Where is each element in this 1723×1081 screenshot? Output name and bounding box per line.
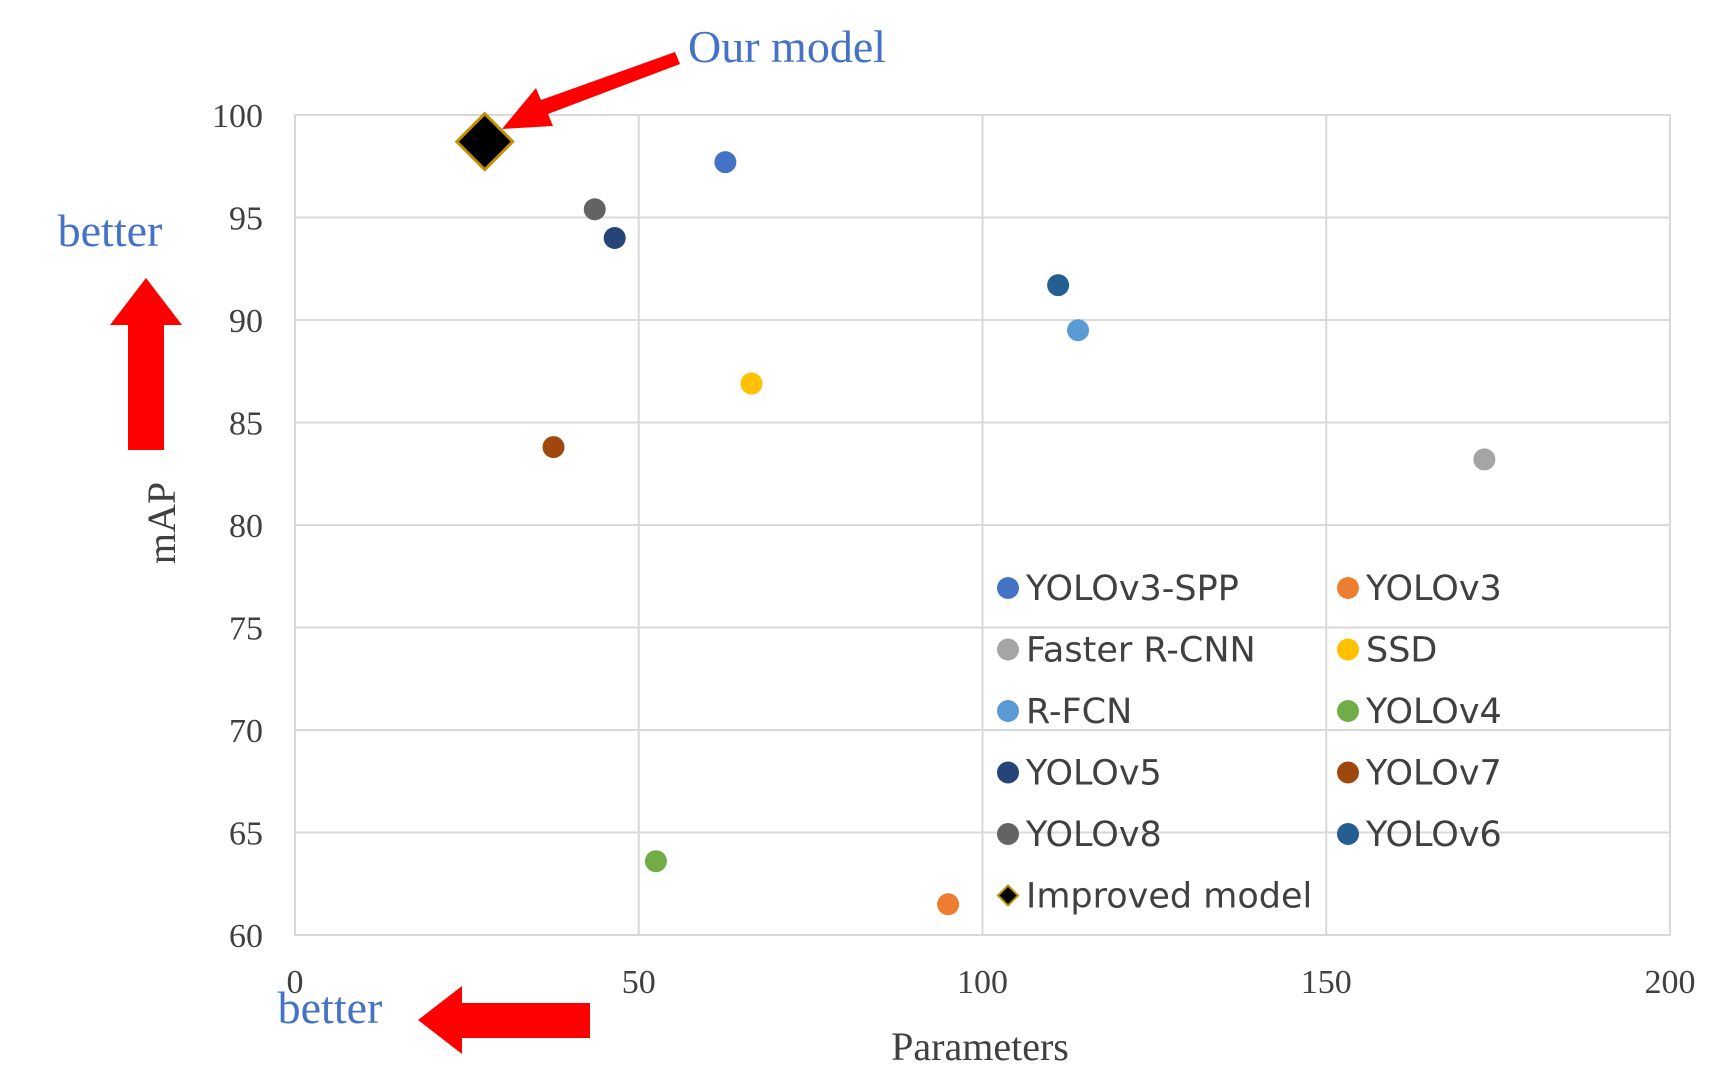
legend-marker — [997, 638, 1019, 661]
y-tick-label: 80 — [229, 508, 263, 545]
data-point-yolov8 — [583, 198, 606, 221]
data-point-ssd — [740, 372, 763, 395]
data-point-yolov5 — [603, 227, 626, 249]
y-tick-label: 65 — [229, 816, 263, 853]
legend-marker — [1337, 700, 1359, 722]
y-tick-label: 85 — [229, 406, 263, 443]
legend-label: YOLOv3-SPP — [1025, 569, 1239, 609]
legend-label: YOLOv4 — [1365, 692, 1502, 732]
x-axis-title: Parameters — [891, 1024, 1069, 1069]
data-point-r-fcn — [1067, 319, 1090, 342]
y-axis-title: mAP — [139, 482, 184, 564]
y-tick-label: 100 — [212, 98, 263, 135]
legend-label: R-FCN — [1026, 692, 1132, 732]
legend-label: YOLOv5 — [1025, 754, 1162, 794]
legend-label: YOLOv7 — [1365, 754, 1502, 794]
legend-marker — [1337, 823, 1359, 845]
legend-label: SSD — [1366, 631, 1437, 671]
legend-marker — [997, 577, 1019, 599]
data-points — [454, 111, 1496, 916]
data-point-improved-model — [454, 111, 515, 172]
y-tick-labels: 60 65 70 75 80 85 90 95 100 — [212, 98, 263, 955]
y-tick-label: 90 — [229, 303, 263, 340]
data-point-yolov4 — [644, 850, 667, 873]
data-point-yolov3-spp — [714, 151, 737, 174]
data-point-yolov3 — [937, 893, 960, 916]
up-arrow-icon — [110, 278, 182, 450]
x-tick-labels: 0 50 100 150 200 — [287, 964, 1696, 1001]
legend-label: Improved model — [1026, 877, 1312, 917]
legend: YOLOv3-SPP YOLOv3 Faster R-CNN SSD R-FCN YOLO… — [996, 569, 1502, 917]
left-arrow-icon — [418, 986, 590, 1054]
x-tick-label: 50 — [622, 964, 656, 1001]
data-point-yolov7 — [542, 436, 565, 459]
x-tick-label: 200 — [1645, 964, 1696, 1001]
our-model-annotation: Our model — [688, 21, 886, 72]
legend-label: YOLOv6 — [1365, 815, 1502, 855]
legend-marker — [996, 884, 1020, 907]
data-point-faster-r-cnn — [1473, 448, 1496, 471]
legend-marker — [1337, 577, 1359, 599]
legend-label: Faster R-CNN — [1026, 631, 1256, 671]
x-tick-label: 100 — [957, 964, 1008, 1001]
y-tick-label: 70 — [229, 713, 263, 750]
legend-marker — [997, 823, 1019, 845]
better-y-annotation: better — [58, 205, 163, 256]
y-tick-label: 95 — [229, 201, 263, 238]
legend-label: YOLOv3 — [1365, 569, 1502, 609]
y-tick-label: 60 — [229, 918, 263, 955]
x-tick-label: 150 — [1301, 964, 1352, 1001]
legend-marker — [997, 700, 1019, 722]
better-x-annotation: better — [278, 982, 383, 1033]
y-tick-label: 75 — [229, 611, 263, 648]
x-tick-label: 0 — [287, 964, 304, 1001]
legend-marker — [1337, 638, 1359, 661]
data-point-yolov6 — [1047, 274, 1070, 297]
legend-label: YOLOv8 — [1025, 815, 1162, 855]
legend-marker — [997, 761, 1019, 784]
legend-marker — [1337, 761, 1359, 784]
our-model-arrow-icon — [502, 52, 680, 129]
grid-lines — [294, 114, 1671, 936]
